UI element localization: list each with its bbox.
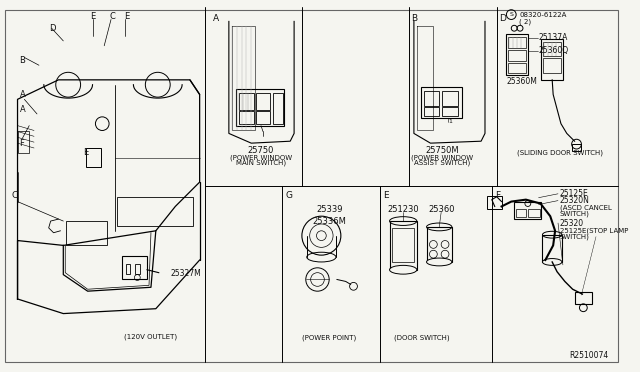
Bar <box>136 264 140 274</box>
Text: 25360Q: 25360Q <box>538 46 569 55</box>
Text: 25360M: 25360M <box>506 77 538 86</box>
Text: (120V OUTLET): (120V OUTLET) <box>124 334 177 340</box>
Bar <box>543 42 561 55</box>
Text: 25320N: 25320N <box>560 196 590 205</box>
Bar <box>575 292 592 304</box>
Text: 251230: 251230 <box>387 205 419 214</box>
Bar <box>239 93 254 110</box>
Bar <box>256 93 270 110</box>
Text: 25336M: 25336M <box>312 217 346 225</box>
Ellipse shape <box>543 259 562 265</box>
Bar <box>392 228 414 262</box>
Ellipse shape <box>390 265 417 274</box>
Text: MAIN SWITCH): MAIN SWITCH) <box>236 159 286 166</box>
Text: E: E <box>91 12 96 21</box>
Bar <box>273 93 284 124</box>
Text: S: S <box>509 12 513 17</box>
Text: 25327M: 25327M <box>170 269 201 278</box>
Text: ( 2): ( 2) <box>519 18 531 25</box>
Text: 25360: 25360 <box>428 205 454 214</box>
Text: A: A <box>19 90 25 99</box>
Bar <box>487 196 502 209</box>
Text: 25125E: 25125E <box>560 189 589 198</box>
Text: E: E <box>124 12 129 21</box>
Text: 08320-6122A: 08320-6122A <box>519 12 566 17</box>
Text: R2510074: R2510074 <box>570 351 609 360</box>
Bar <box>506 34 528 75</box>
Bar <box>390 221 417 270</box>
Text: G: G <box>285 191 292 200</box>
Bar <box>236 89 284 126</box>
Text: (DOOR SWITCH): (DOOR SWITCH) <box>394 335 449 341</box>
Text: 25137A: 25137A <box>538 33 568 42</box>
Bar <box>541 39 563 80</box>
Bar <box>508 63 526 73</box>
Text: 25320: 25320 <box>560 218 584 228</box>
Text: E: E <box>83 148 88 157</box>
Text: C: C <box>109 12 115 21</box>
Text: 25750M: 25750M <box>426 147 459 155</box>
Bar <box>543 58 561 73</box>
Bar <box>86 148 101 167</box>
Text: (POWER WINDOW: (POWER WINDOW <box>411 154 473 161</box>
Bar <box>508 37 526 48</box>
Text: 25750: 25750 <box>248 147 274 155</box>
Bar <box>572 144 581 151</box>
Bar <box>117 197 193 226</box>
Bar <box>125 264 131 274</box>
Text: ASSIST SWITCH): ASSIST SWITCH) <box>414 159 470 166</box>
Text: D: D <box>49 24 55 33</box>
Text: 25125E(STOP LAMP: 25125E(STOP LAMP <box>560 228 628 234</box>
Text: SWITCH): SWITCH) <box>560 210 590 217</box>
Bar <box>528 209 540 217</box>
Bar <box>424 107 439 116</box>
Bar <box>508 49 526 61</box>
Bar <box>122 256 147 279</box>
Bar <box>514 202 541 219</box>
Bar <box>442 90 458 106</box>
Text: (ASCD CANCEL: (ASCD CANCEL <box>560 204 612 211</box>
Bar <box>239 111 254 124</box>
Text: A: A <box>19 105 25 113</box>
Text: B: B <box>411 14 417 23</box>
Text: C: C <box>12 191 18 200</box>
Text: 1: 1 <box>448 119 452 124</box>
Text: F: F <box>495 191 500 200</box>
Bar <box>420 87 461 118</box>
Bar <box>442 107 458 116</box>
Bar <box>426 227 452 262</box>
Bar <box>516 209 526 217</box>
Text: 25339: 25339 <box>316 205 342 214</box>
Text: A: A <box>213 14 220 23</box>
Text: (POWER WINDOW: (POWER WINDOW <box>230 154 292 161</box>
Text: E: E <box>383 191 388 200</box>
Text: D: D <box>500 14 506 23</box>
Bar <box>17 131 29 153</box>
Text: (POWER POINT): (POWER POINT) <box>302 335 356 341</box>
Bar <box>256 111 270 124</box>
Text: F: F <box>19 139 24 148</box>
Text: B: B <box>19 56 26 65</box>
Text: (SLIDING DOOR SWITCH): (SLIDING DOOR SWITCH) <box>517 150 603 156</box>
Bar <box>543 235 562 262</box>
Bar <box>66 221 107 246</box>
Text: SWITCH): SWITCH) <box>560 233 590 240</box>
Bar <box>424 90 439 106</box>
Ellipse shape <box>426 258 452 266</box>
